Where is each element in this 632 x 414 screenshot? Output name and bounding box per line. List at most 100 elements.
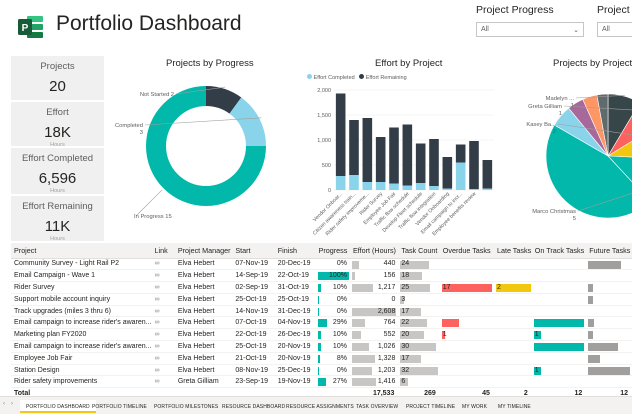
link-icon[interactable]: ∞ <box>154 307 160 315</box>
bar-completed[interactable] <box>482 188 493 191</box>
cell-overdue: 17 <box>439 281 494 294</box>
table-row[interactable]: Support mobile account inquiry ∞ Elva Hebe… <box>11 293 632 306</box>
cell-bar <box>400 354 421 363</box>
table-row[interactable]: Email campaign to increase rider's aware… <box>11 340 632 353</box>
tab-resource-dashboard[interactable]: RESOURCE DASHBOARD <box>222 404 286 410</box>
bar-completed[interactable] <box>349 175 359 190</box>
project-progress-dropdown[interactable]: All ⌄ <box>476 22 584 37</box>
bar-completed[interactable] <box>375 182 386 190</box>
bar-completed[interactable] <box>335 176 346 190</box>
cell-overdue <box>439 305 494 318</box>
link-icon[interactable]: ∞ <box>154 319 160 327</box>
link-icon[interactable]: ∞ <box>154 342 160 350</box>
tab-scroll-right-icon[interactable]: › <box>11 401 13 407</box>
bar-remaining[interactable] <box>362 118 373 182</box>
column-header-11[interactable]: Future Tasks <box>586 243 632 259</box>
column-header-4[interactable]: Finish <box>274 243 316 259</box>
bar-remaining[interactable] <box>469 141 479 189</box>
kpi-label: Effort Completed <box>21 153 94 164</box>
bar-completed[interactable] <box>402 185 413 191</box>
column-header-3[interactable]: Start <box>232 243 275 259</box>
table-row[interactable]: Employee Job Fair ∞ Elva Hebert 21-Oct-19 20… <box>11 352 632 365</box>
bar-remaining[interactable] <box>349 120 359 175</box>
donut-slice-0[interactable] <box>206 86 242 114</box>
link-icon[interactable]: ∞ <box>154 283 160 291</box>
bar-remaining[interactable] <box>482 160 493 189</box>
table-row[interactable]: Community Survey - Light Rail P2 ∞ Elva He… <box>11 258 632 271</box>
table-row[interactable]: Rider Survey ∞ Elva Hebert 02-Sep-19 31-Oct-… <box>11 281 632 294</box>
column-header-5[interactable]: Progress <box>315 243 350 259</box>
table-row[interactable]: Rider safety improvements ∞ Greta Gilliam 2… <box>11 375 632 389</box>
cell-bar <box>317 295 320 304</box>
column-header-0[interactable]: Project <box>11 243 152 259</box>
tab-portfolio-timeline[interactable]: PORTFOLIO TIMELINE <box>92 404 147 410</box>
bar-remaining[interactable] <box>429 139 439 186</box>
bar-completed[interactable] <box>442 188 453 191</box>
bar-completed[interactable] <box>415 183 426 190</box>
pie-slice-4[interactable] <box>545 124 632 219</box>
cell-progress: 27% <box>315 375 350 389</box>
slicer-project-progress: Project Progress All ⌄ <box>476 4 584 37</box>
tab-resource-assignments[interactable]: RESOURCE ASSIGNMENTS <box>286 404 354 410</box>
table-row[interactable]: Marketing plan FY2020 ∞ Elva Hebert 22-Oct-… <box>11 328 632 342</box>
cell-value: 8% <box>336 354 347 362</box>
column-header-9[interactable]: Late Tasks <box>493 243 532 259</box>
table-row[interactable]: Email Campaign - Wave 1 ∞ Elva Hebert 14-Se… <box>11 269 632 283</box>
column-header-10[interactable]: On Track Tasks <box>531 243 587 259</box>
cell-value: 17 <box>401 307 410 315</box>
tab-task-overview[interactable]: TASK OVERVIEW <box>356 404 399 410</box>
cell-finish: 20-Dec-19 <box>274 258 316 271</box>
cell-bar <box>588 343 619 352</box>
chart-title-effort: Effort by Project <box>375 58 443 69</box>
column-header-7[interactable]: Task Count <box>398 243 440 259</box>
bar-completed[interactable] <box>389 183 399 191</box>
column-header-1[interactable]: Link <box>151 243 175 259</box>
link-icon[interactable]: ∞ <box>154 260 160 268</box>
tab-my-work[interactable]: MY WORK <box>462 404 488 410</box>
link-icon[interactable]: ∞ <box>154 354 160 362</box>
kpi-unit: Hours <box>50 188 65 194</box>
tab-my-timeline[interactable]: MY TIMELINE <box>498 404 531 410</box>
pie-slice-1[interactable] <box>607 103 632 157</box>
tab-scroll-left-icon[interactable]: ‹ <box>3 401 5 407</box>
donut-slice-1[interactable] <box>229 97 266 146</box>
bar-completed[interactable] <box>455 162 466 191</box>
table-row[interactable]: Station Design ∞ Elva Hebert 08-Nov-19 25-De… <box>11 364 632 377</box>
link-icon[interactable]: ∞ <box>154 366 160 374</box>
table-row[interactable]: Track upgrades (miles 3 thru 6) ∞ Elva Heb… <box>11 305 632 318</box>
bar-completed[interactable] <box>429 186 439 190</box>
pie-data-label: Madelyn ... 1 <box>546 96 575 109</box>
tab-project-timeline[interactable]: PROJECT TIMELINE <box>406 404 456 410</box>
link-icon[interactable]: ∞ <box>154 378 160 386</box>
pie-slice-8[interactable] <box>596 93 609 157</box>
bar-remaining[interactable] <box>455 144 466 163</box>
bar-remaining[interactable] <box>335 93 346 177</box>
bar-completed[interactable] <box>362 182 373 190</box>
table-row[interactable]: Email campaign to increase rider's aware… <box>11 316 632 330</box>
tab-portfolio-dashboard[interactable]: PORTFOLIO DASHBOARD <box>20 400 96 413</box>
bar-completed[interactable] <box>469 189 479 190</box>
bar-remaining[interactable] <box>442 157 453 189</box>
cell-task-count: 32 <box>398 364 440 377</box>
link-icon[interactable]: ∞ <box>154 295 160 303</box>
donut-slice-2[interactable] <box>146 86 266 206</box>
project-manager-dropdown[interactable]: All <box>597 22 632 37</box>
pie-slice-2[interactable] <box>607 123 632 158</box>
column-header-2[interactable]: Project Manager <box>174 243 233 259</box>
link-icon[interactable]: ∞ <box>154 331 160 339</box>
bar-remaining[interactable] <box>402 124 413 186</box>
tab-portfolio-milestones[interactable]: PORTFOLIO MILESTONES <box>154 404 219 410</box>
bar-remaining[interactable] <box>415 143 426 184</box>
cell-bar <box>588 366 631 375</box>
column-header-8[interactable]: Overdue Tasks <box>439 243 494 259</box>
projects-by-progress-chart[interactable]: Not Started 2 Completed 3 In Progress 15 <box>108 70 304 242</box>
bar-remaining[interactable] <box>375 137 386 182</box>
bar-remaining[interactable] <box>389 127 399 184</box>
column-header-6[interactable]: Effort (Hours) <box>349 243 399 259</box>
link-icon[interactable]: ∞ <box>154 272 160 280</box>
cell-future <box>586 340 632 353</box>
cell-value: 18 <box>401 272 410 280</box>
total-cell-4 <box>274 387 316 396</box>
